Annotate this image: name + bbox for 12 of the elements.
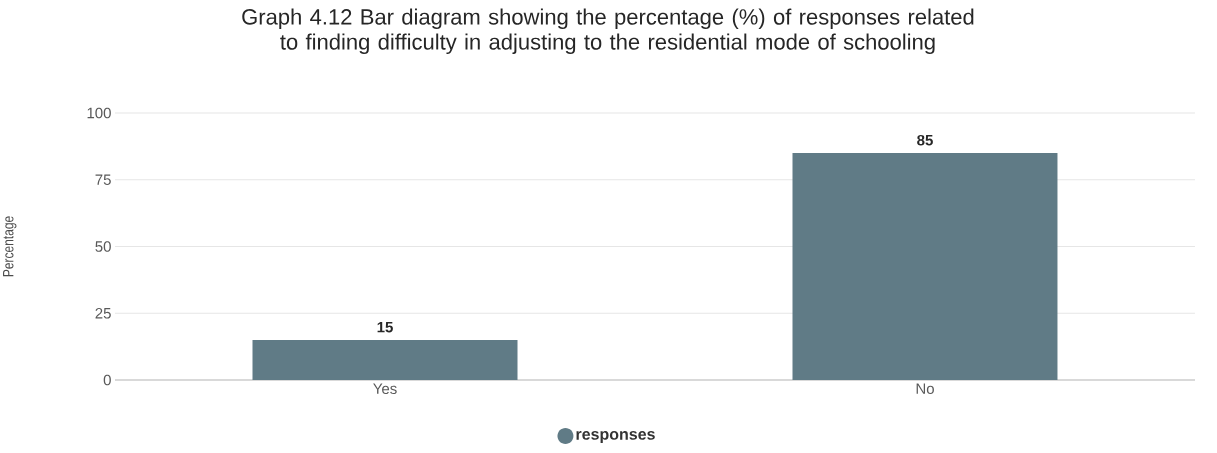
y-tick-label: 0 bbox=[103, 374, 111, 386]
y-tick-label: 100 bbox=[87, 107, 111, 119]
y-tick-label: 75 bbox=[95, 174, 111, 185]
data-label: 15 bbox=[377, 321, 393, 333]
chart-title: Graph 4.12 Bar diagram showing the percentage (%) of responses related to finding difficulty in adjusting to the residential mode of schooling bbox=[242, 8, 974, 55]
x-tick-label: No bbox=[916, 383, 934, 394]
data-label: 85 bbox=[917, 134, 933, 146]
y-tick-label: 25 bbox=[95, 307, 111, 319]
x-tick-label: Yes bbox=[373, 383, 397, 394]
y-axis-title: Percentage bbox=[3, 216, 17, 277]
y-tick-label: 50 bbox=[95, 241, 111, 252]
legend-label: responses bbox=[576, 431, 655, 443]
